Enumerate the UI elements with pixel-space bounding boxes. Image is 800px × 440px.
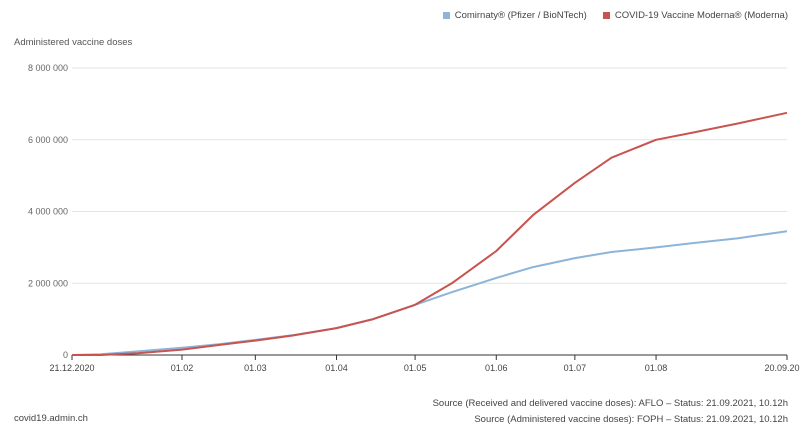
- x-tick-label: 01.07: [564, 363, 587, 373]
- series-line-pfizer: [71, 230, 788, 356]
- y-axis-title: Administered vaccine doses: [14, 37, 133, 48]
- site-credit: covid19.admin.ch: [14, 413, 88, 424]
- y-tick-label: 4 000 000: [28, 207, 68, 217]
- legend-item-pfizer[interactable]: Comirnaty® (Pfizer / BioNTech): [442, 10, 587, 21]
- legend-label-moderna: COVID-19 Vaccine Moderna® (Moderna): [614, 10, 788, 21]
- x-tick-label: 20.09.2021: [764, 363, 800, 373]
- x-tick-label: 01.08: [645, 363, 668, 373]
- legend-swatch-moderna: [602, 12, 610, 19]
- y-tick-label: 2 000 000: [28, 278, 68, 288]
- x-tick-label: 01.04: [325, 363, 348, 373]
- x-tick-label: 01.06: [485, 363, 508, 373]
- source-administered: Source (Administered vaccine doses): FOP…: [474, 414, 788, 425]
- series-line-moderna: [72, 111, 788, 356]
- x-tick-label: 01.02: [171, 363, 194, 373]
- y-tick-label: 8 000 000: [28, 63, 68, 73]
- legend-swatch-pfizer: [442, 12, 450, 19]
- chart-legend: Comirnaty® (Pfizer / BioNTech) COVID-19 …: [442, 10, 788, 21]
- source-notes: Source (Received and delivered vaccine d…: [433, 396, 788, 428]
- legend-label-pfizer: Comirnaty® (Pfizer / BioNTech): [454, 10, 587, 21]
- y-tick-label: 6 000 000: [28, 135, 68, 145]
- x-tick-label: 21.12.2020: [49, 363, 94, 373]
- source-delivered: Source (Received and delivered vaccine d…: [432, 398, 788, 409]
- legend-item-moderna[interactable]: COVID-19 Vaccine Moderna® (Moderna): [602, 10, 788, 21]
- y-tick-label: 0: [63, 350, 68, 360]
- x-tick-label: 01.05: [404, 363, 427, 373]
- x-tick-label: 01.03: [244, 363, 267, 373]
